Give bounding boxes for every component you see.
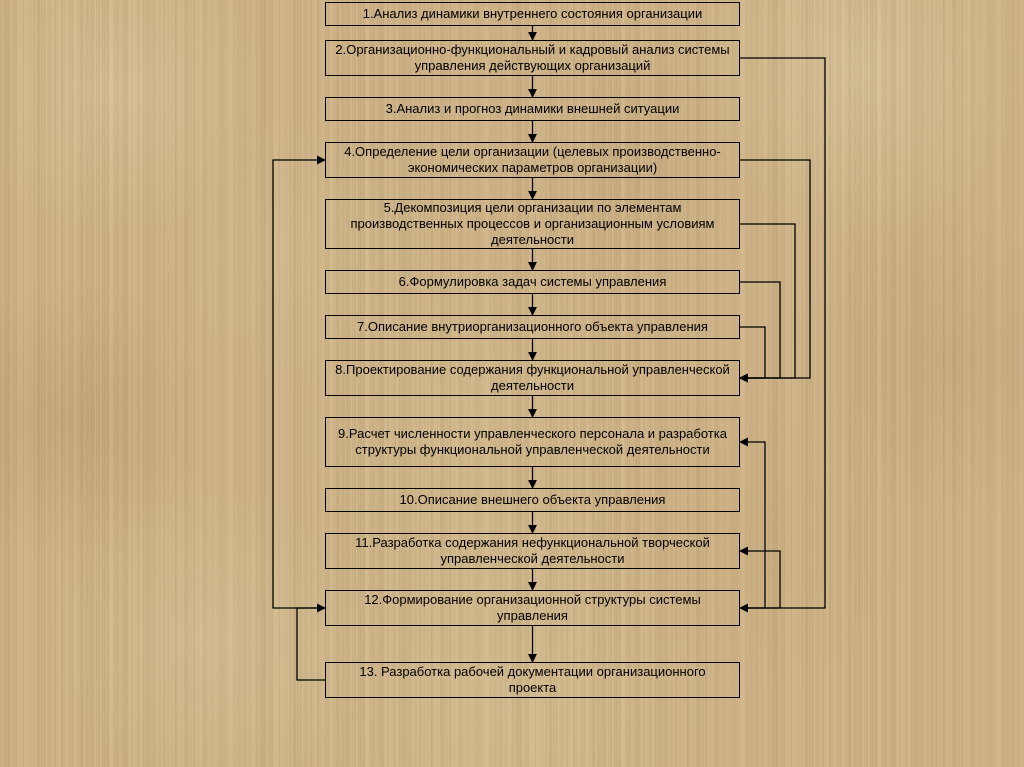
flow-edge [740, 58, 825, 608]
flow-node-n3: 3.Анализ и прогноз динамики внешней ситу… [325, 97, 740, 121]
flow-node-label: 13. Разработка рабочей документации орга… [334, 664, 731, 697]
flow-node-label: 12.Формирование организационной структур… [334, 592, 731, 625]
flow-node-label: 4.Определение цели организации (целевых … [334, 144, 731, 177]
flow-node-n5: 5.Декомпозиция цели организации по элеме… [325, 199, 740, 249]
flowchart-stage: 1.Анализ динамики внутреннего состояния … [0, 0, 1024, 767]
flow-node-label: 10.Описание внешнего объекта управления [400, 492, 666, 508]
flow-node-n10: 10.Описание внешнего объекта управления [325, 488, 740, 512]
flow-node-n7: 7.Описание внутриорганизационного объект… [325, 315, 740, 339]
flow-edge [740, 327, 765, 378]
flow-node-n4: 4.Определение цели организации (целевых … [325, 142, 740, 178]
flow-edge [740, 160, 810, 378]
flow-node-label: 1.Анализ динамики внутреннего состояния … [363, 6, 703, 22]
flow-node-n11: 11.Разработка содержания нефункционально… [325, 533, 740, 569]
flow-edge [740, 551, 780, 608]
flow-node-label: 11.Разработка содержания нефункционально… [334, 535, 731, 568]
flow-node-n13: 13. Разработка рабочей документации орга… [325, 662, 740, 698]
flow-node-n9: 9.Расчет численности управленческого пер… [325, 417, 740, 467]
flow-edge [740, 282, 780, 378]
flow-node-n2: 2.Организационно-функциональный и кадров… [325, 40, 740, 76]
flow-node-n8: 8.Проектирование содержания функциональн… [325, 360, 740, 396]
flow-node-label: 2.Организационно-функциональный и кадров… [334, 42, 731, 75]
flow-node-n1: 1.Анализ динамики внутреннего состояния … [325, 2, 740, 26]
flow-node-label: 9.Расчет численности управленческого пер… [334, 426, 731, 459]
flow-node-n6: 6.Формулировка задач системы управления [325, 270, 740, 294]
flow-edge [273, 160, 325, 608]
flow-node-label: 7.Описание внутриорганизационного объект… [357, 319, 708, 335]
flow-node-label: 8.Проектирование содержания функциональн… [334, 362, 731, 395]
flow-node-label: 6.Формулировка задач системы управления [399, 274, 667, 290]
flow-edge [297, 608, 325, 680]
flow-node-label: 3.Анализ и прогноз динамики внешней ситу… [386, 101, 680, 117]
flow-node-n12: 12.Формирование организационной структур… [325, 590, 740, 626]
flow-node-label: 5.Декомпозиция цели организации по элеме… [334, 200, 731, 249]
flow-edge [740, 442, 765, 608]
flow-edge [740, 224, 795, 378]
